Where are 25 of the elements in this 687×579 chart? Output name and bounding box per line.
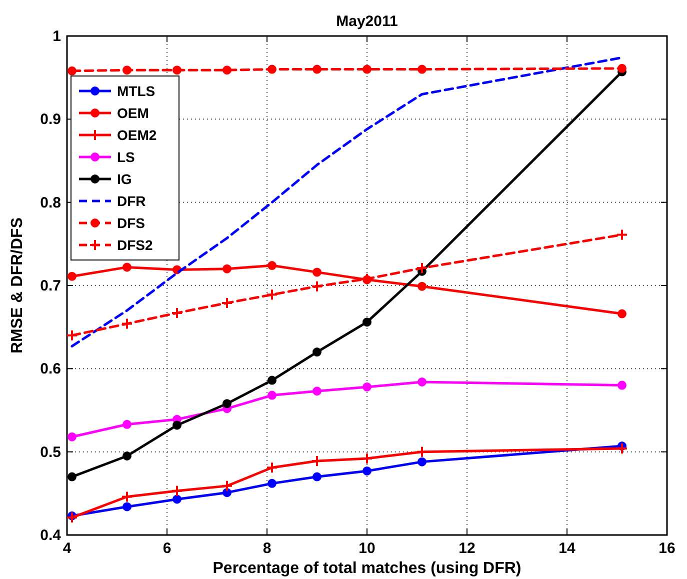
y-tick-label: 1 [52,28,61,45]
y-tick-label: 0.5 [40,444,61,461]
y-tick-label: 0.9 [40,111,61,128]
x-tick-label: 10 [358,540,376,557]
x-tick-label: 12 [458,540,476,557]
x-tick-label: 8 [262,540,272,557]
y-tick-label: 0.6 [40,360,61,378]
chart-title: May2011 [336,13,398,30]
legend-label: MTLS [117,83,156,99]
legend-label: LS [117,149,135,165]
legend-label: DFR [117,193,146,209]
y-tick-label: 0.8 [40,194,61,212]
y-axis-title: RMSE & DFR/DFS [9,217,26,354]
x-tick-label: 16 [658,540,676,557]
legend-label: DFS [117,215,145,231]
legend-label: DFS2 [117,237,153,253]
x-tick-label: 4 [62,540,72,557]
y-tick-label: 0.4 [40,527,62,544]
x-axis-title: Percentage of total matches (using DFR) [212,560,522,577]
y-tick-label: 0.7 [40,278,61,294]
legend-label: IG [117,171,132,187]
x-tick-label: 6 [162,540,172,557]
x-tick-label: 14 [558,540,576,557]
legend-label: OEM2 [117,127,157,143]
legend-label: OEM [117,105,149,121]
